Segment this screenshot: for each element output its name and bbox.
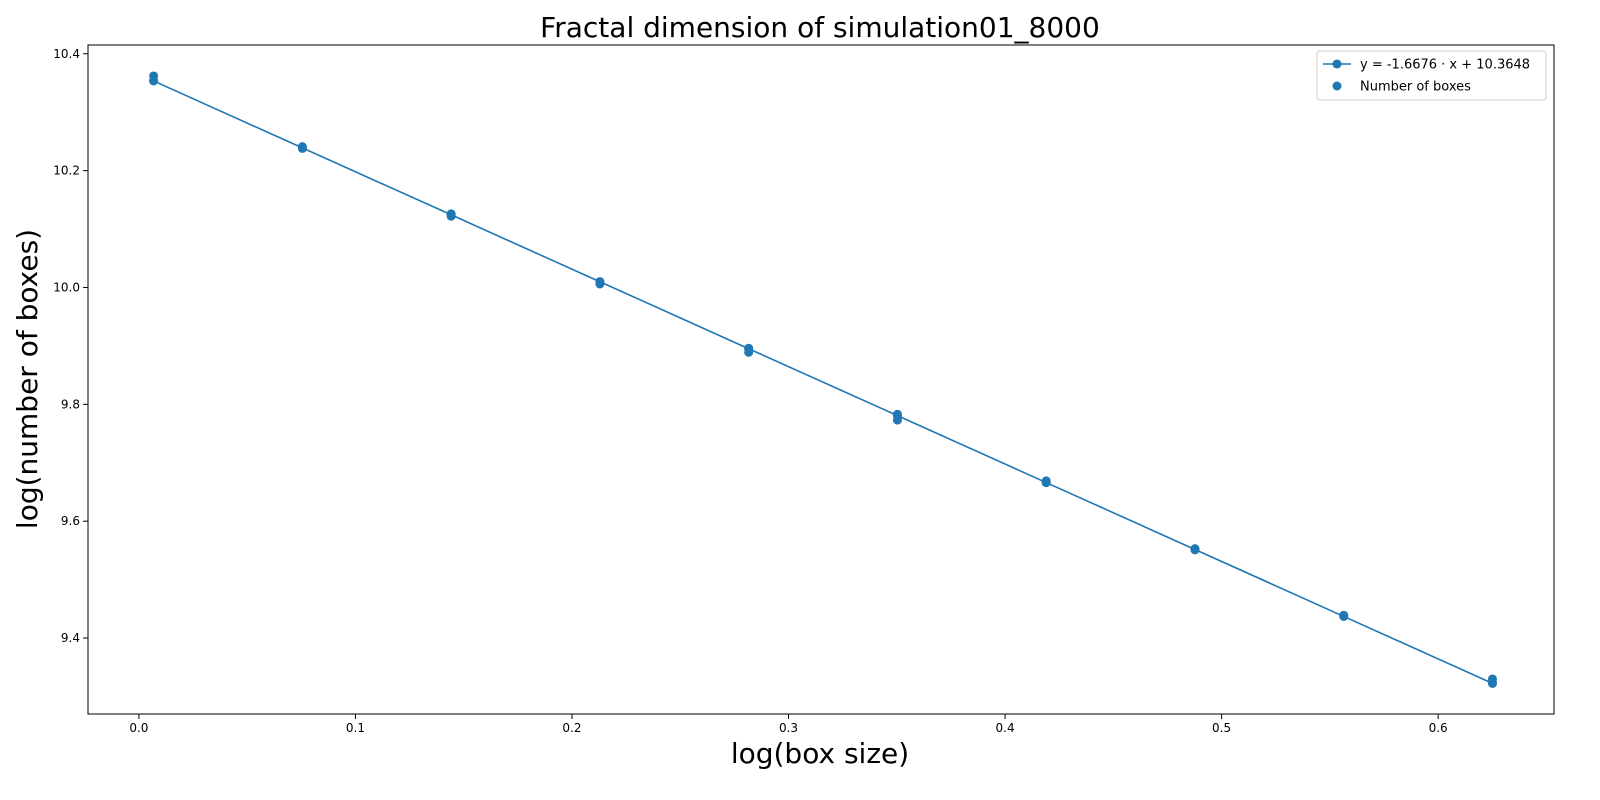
x-axis-title: log(box size): [731, 737, 909, 770]
legend-box: [1316, 50, 1547, 101]
scatter-point: [1041, 478, 1051, 488]
y-tick-label: 9.4: [61, 631, 80, 645]
chart-title: Fractal dimension of simulation01_8000: [540, 11, 1100, 44]
legend-label-fit-line: y = -1.6676 · x + 10.3648: [1360, 58, 1530, 73]
regression-line: [153, 80, 1493, 685]
y-tick-label: 9.6: [61, 514, 80, 528]
y-tick-label: 10.4: [53, 47, 80, 61]
scatter-point: [595, 279, 605, 289]
x-tick-label: 0.6: [1429, 721, 1448, 735]
y-tick-label: 10.0: [53, 280, 80, 294]
y-tick-label: 9.8: [61, 397, 80, 411]
legend-line-marker: [1332, 59, 1342, 69]
x-tick-label: 0.4: [996, 721, 1015, 735]
scatter-point: [1488, 678, 1498, 688]
scatter-points-layer: [149, 71, 1498, 688]
legend-scatter-marker: [1332, 81, 1342, 91]
y-axis-ticks: 9.4 9.6 9.8 10.0 10.2 10.4: [53, 47, 88, 645]
scatter-point: [744, 347, 754, 357]
x-tick-label: 0.0: [129, 721, 148, 735]
plot-area: [87, 44, 1555, 715]
x-tick-label: 0.3: [779, 721, 798, 735]
scatter-point: [1190, 545, 1200, 555]
scatter-point: [892, 415, 902, 425]
legend-label-number-of-boxes: Number of boxes: [1360, 80, 1471, 95]
x-tick-label: 0.5: [1212, 721, 1231, 735]
scatter-point: [446, 211, 456, 221]
legend: y = -1.6676 · x + 10.3648 Number of boxe…: [1316, 50, 1547, 101]
x-axis-ticks: 0.0 0.1 0.2 0.3 0.4 0.5 0.6: [129, 714, 1448, 735]
x-tick-label: 0.1: [346, 721, 365, 735]
x-tick-label: 0.2: [562, 721, 581, 735]
scatter-point: [297, 143, 307, 153]
y-tick-label: 10.2: [53, 164, 80, 178]
scatter-point: [149, 76, 159, 86]
scatter-point: [1339, 611, 1349, 621]
y-axis-title: log(number of boxes): [11, 229, 44, 529]
